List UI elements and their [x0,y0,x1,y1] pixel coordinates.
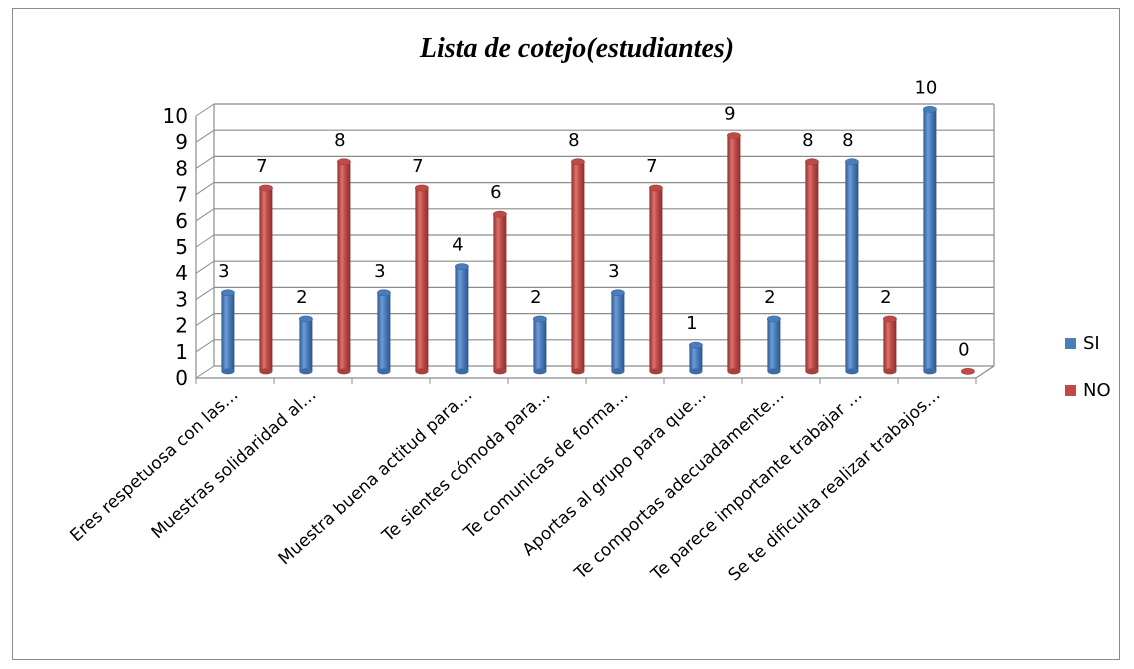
data-label: 2 [880,287,891,308]
data-label: 3 [218,261,229,282]
data-labels: 3 7 2 8 3 7 4 6 2 8 3 7 1 9 2 8 8 2 10 0 [218,77,969,360]
data-label: 4 [452,235,463,256]
bar-si [611,289,625,375]
data-label: 3 [608,261,619,282]
gridline-depth [195,313,215,327]
gridline-depth [195,182,215,196]
legend: SI NO [1065,333,1111,401]
bar-no [727,132,741,375]
gridline-depth [195,103,215,117]
legend-label: NO [1083,380,1111,401]
gridline-depth [195,286,215,300]
gridline-depth [195,155,215,169]
y-tick-label: 5 [175,235,188,259]
bar-si [533,315,547,375]
data-label: 2 [764,287,775,308]
bar-si [220,289,235,375]
bar-no [414,184,429,375]
bar-no [258,184,273,375]
gridline-depth [195,234,215,248]
bar-no [336,158,351,375]
y-tick-label: 3 [175,287,188,311]
bar-si [845,158,859,375]
bar-no [883,315,897,375]
bar-no [649,184,663,375]
bar-no [961,367,975,375]
gridline-depth [195,339,215,353]
gridline-depth [195,365,215,379]
data-label: 7 [256,156,267,177]
bar-no [805,158,819,375]
data-label: 7 [646,156,657,177]
bar-si [376,289,391,375]
data-label: 0 [958,339,969,360]
data-label: 8 [568,130,579,151]
data-label: 2 [296,287,307,308]
data-label: 3 [374,261,385,282]
y-tick-label: 9 [175,130,188,154]
bars [220,106,975,375]
data-label: 10 [914,77,937,98]
bar-si [689,341,703,375]
data-label: 6 [490,182,501,203]
bar-no [492,210,507,375]
legend-item-si: SI [1065,333,1100,354]
bar-si [298,315,313,375]
legend-label: SI [1083,333,1100,354]
legend-item-no: NO [1065,380,1111,401]
gridlines [195,103,995,379]
data-label: 8 [334,130,345,151]
gridline-depth [195,260,215,274]
legend-swatch [1065,338,1076,349]
bar-no [571,158,585,375]
y-tick-label: 6 [175,209,188,233]
data-label: 1 [686,313,697,334]
category-label: Muestras solidaridad al… [148,385,321,543]
data-label: 2 [530,287,541,308]
bar-si [923,106,937,375]
y-tick-label: 7 [175,183,188,207]
data-label: 8 [802,130,813,151]
data-label: 9 [724,104,735,125]
bar-si [767,315,781,375]
chart-title: Lista de cotejo(estudiantes) [419,33,734,64]
y-tick-label: 0 [175,366,188,390]
bar-si [454,263,469,375]
y-tick-label: 4 [175,261,188,285]
gridline-depth [195,129,215,143]
y-tick-label: 1 [175,340,188,364]
legend-swatch [1065,385,1076,396]
bar-chart: Lista de cotejo(estudiantes) 01234567891… [66,33,1111,586]
x-axis-labels: Eres respetuosa con las…Muestras solidar… [66,385,944,586]
floor-side-edge [975,365,995,379]
gridline-depth [195,208,215,222]
y-tick-label: 8 [175,156,188,180]
y-tick-label: 2 [175,314,188,338]
data-label: 7 [412,156,423,177]
data-label: 8 [842,130,853,151]
y-tick-label: 10 [163,104,188,128]
